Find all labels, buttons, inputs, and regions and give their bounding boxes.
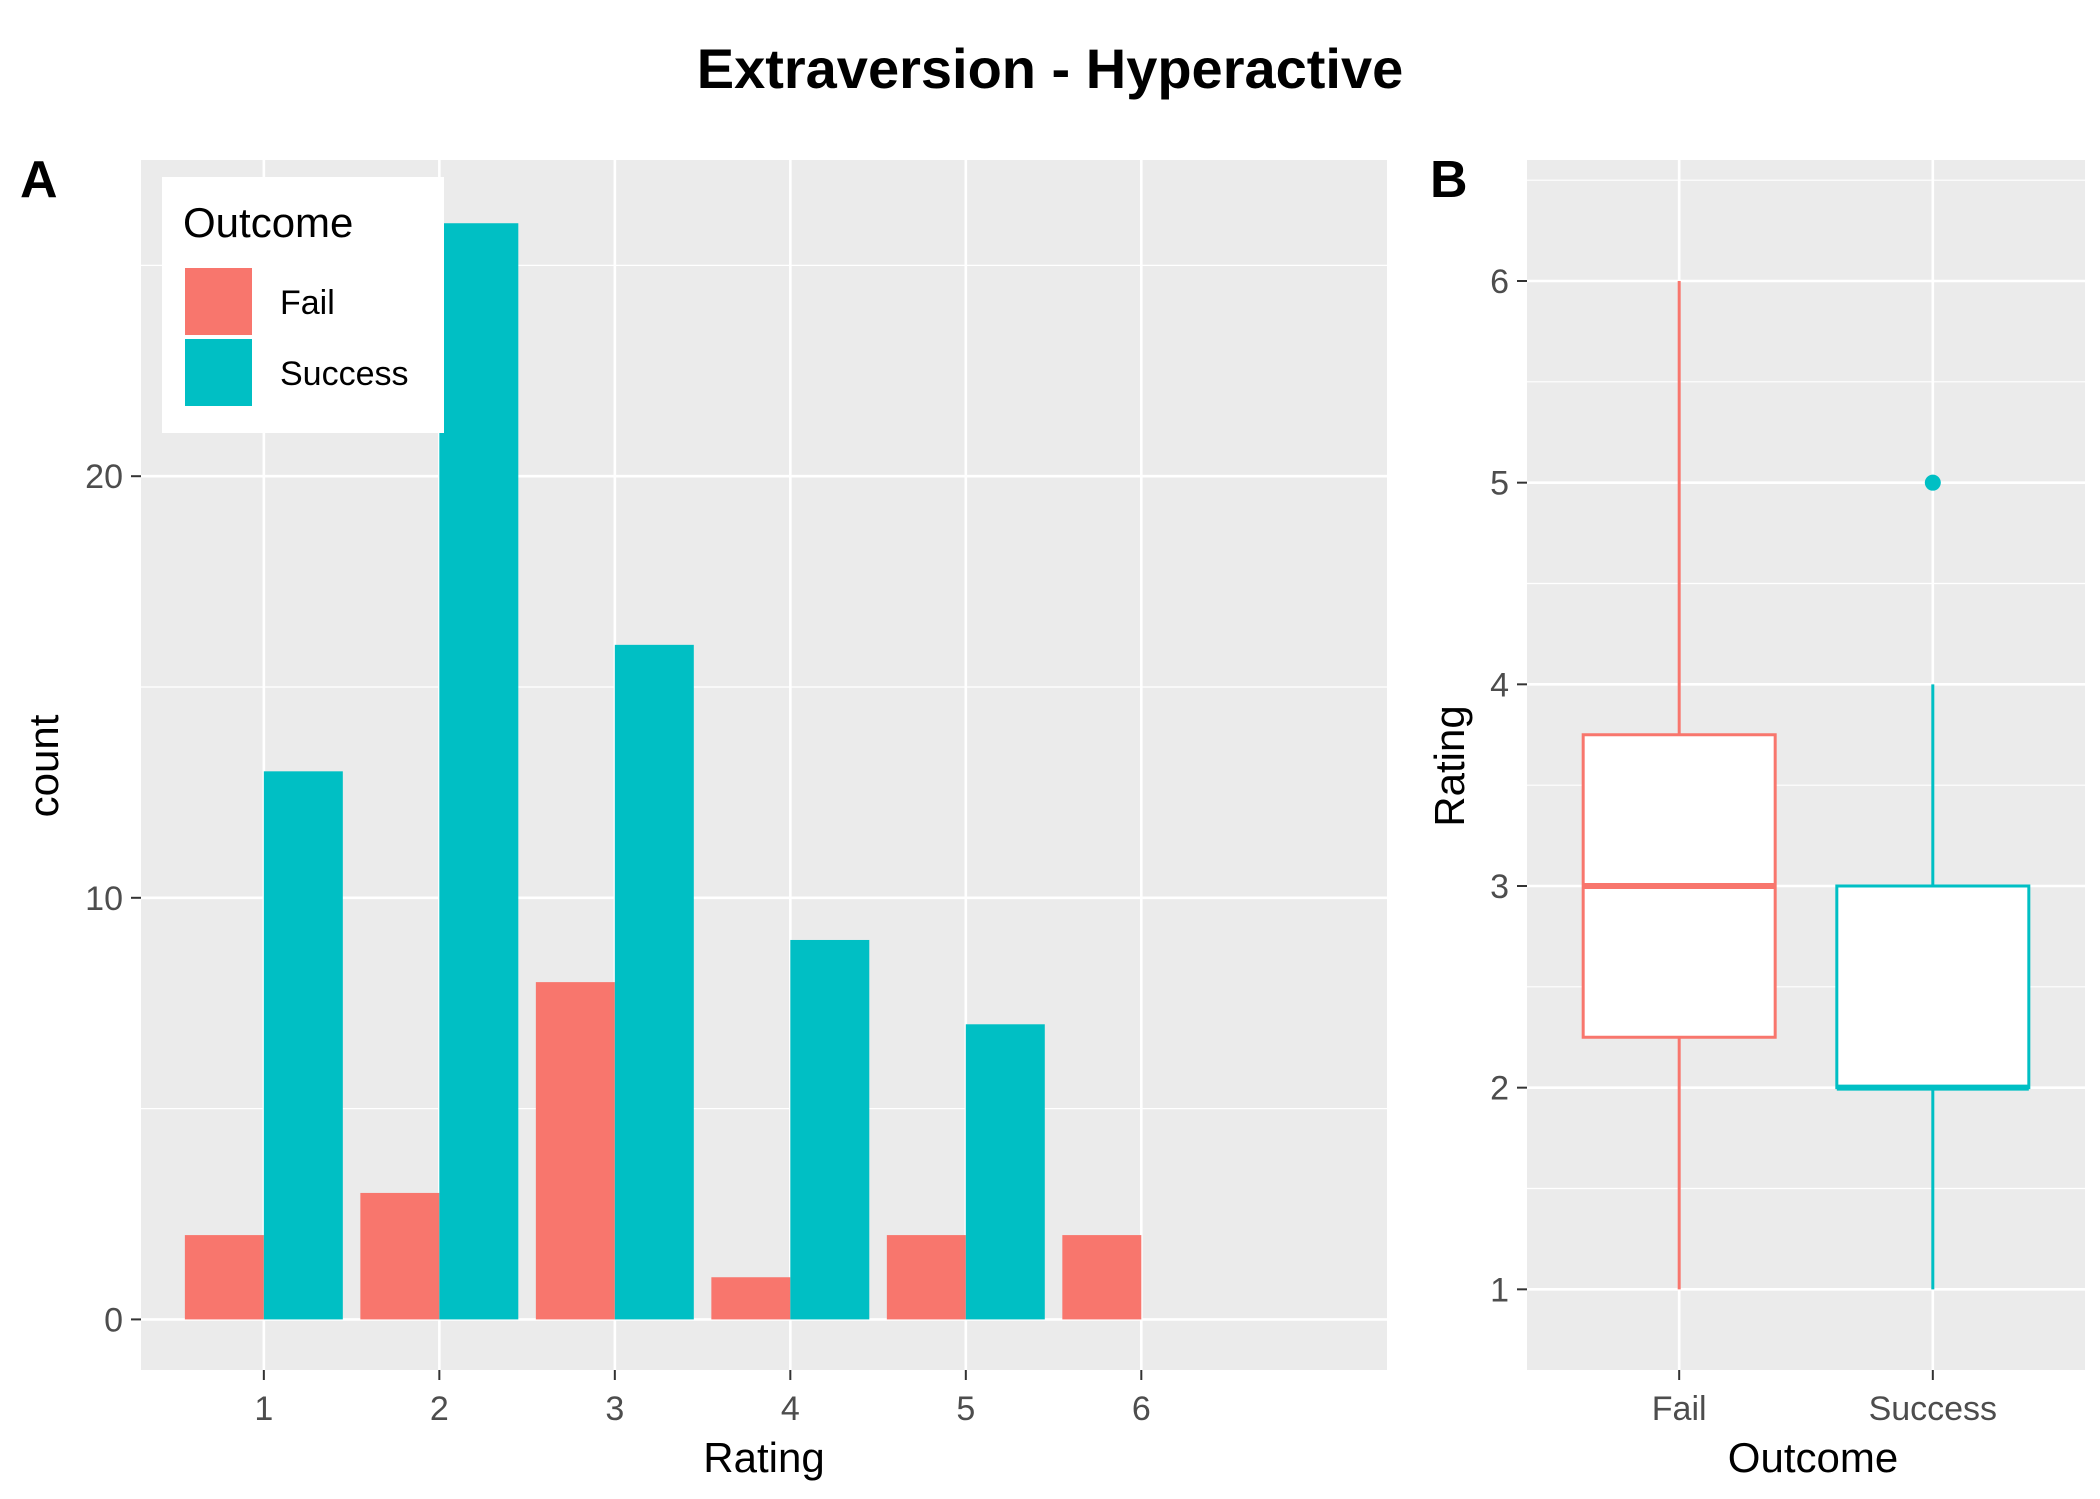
panel-a-y-tick-label: 0 bbox=[104, 1301, 123, 1339]
legend-label-fail: Fail bbox=[280, 284, 335, 322]
panel-a-y-axis-title: count bbox=[20, 714, 67, 817]
bar-fail-rating-3 bbox=[535, 982, 615, 1320]
panel-b-y-tick-label: 4 bbox=[1490, 666, 1509, 704]
bar-success-rating-3 bbox=[614, 644, 694, 1320]
panel-b-y-tick-label: 6 bbox=[1490, 263, 1509, 301]
panel-a-y-tick-label: 20 bbox=[85, 458, 123, 496]
panel-a-x-tick-label: 5 bbox=[956, 1390, 975, 1428]
legend-key-fail bbox=[185, 268, 252, 335]
panel-a-x-tick-label: 4 bbox=[781, 1390, 800, 1428]
panel-b-y-tick-label: 2 bbox=[1490, 1070, 1509, 1108]
panel-a-bar-chart: 0 10 20 1 2 3 4 5 6 Outcome Fail Success bbox=[85, 160, 1387, 1428]
bar-fail-rating-5 bbox=[886, 1235, 966, 1320]
panel-a-x-tick-label: 6 bbox=[1132, 1390, 1151, 1428]
bar-success-rating-1 bbox=[263, 771, 343, 1320]
panel-a-y-tick-label: 10 bbox=[85, 880, 123, 918]
legend-title: Outcome bbox=[183, 199, 353, 246]
legend: Outcome Fail Success bbox=[162, 177, 444, 433]
panel-b-tag: B bbox=[1430, 151, 1468, 209]
panel-b-y-tick-label: 3 bbox=[1490, 868, 1509, 906]
bar-fail-rating-1 bbox=[184, 1235, 264, 1320]
box-success-outlier bbox=[1924, 474, 1941, 491]
panel-b-x-tick-label: Fail bbox=[1652, 1390, 1707, 1428]
legend-key-success bbox=[185, 339, 252, 406]
box-fail bbox=[1581, 281, 1777, 1290]
bar-success-rating-2 bbox=[439, 223, 519, 1320]
box-success-iqr bbox=[1835, 884, 2031, 1090]
panel-b-x-tick-label: Success bbox=[1869, 1390, 1998, 1428]
bar-fail-rating-2 bbox=[360, 1192, 440, 1320]
panel-a-x-tick-label: 3 bbox=[605, 1390, 624, 1428]
bar-success-rating-4 bbox=[790, 939, 870, 1320]
chart-title: Extraversion - Hyperactive bbox=[697, 37, 1404, 100]
legend-label-success: Success bbox=[280, 355, 409, 393]
box-success bbox=[1835, 474, 2031, 1290]
panel-b-box-plot: 1 2 3 4 5 6 Fail Success bbox=[1490, 160, 2085, 1428]
panel-a-x-tick-label: 1 bbox=[254, 1390, 273, 1428]
panel-a-tag: A bbox=[20, 151, 58, 209]
panel-a-x-axis-title: Rating bbox=[703, 1434, 824, 1481]
panel-a-x-tick-label: 2 bbox=[430, 1390, 449, 1428]
bar-fail-rating-4 bbox=[711, 1277, 791, 1320]
bar-success-rating-5 bbox=[965, 1024, 1045, 1320]
bar-fail-rating-6 bbox=[1062, 1235, 1142, 1320]
panel-b-x-axis-title: Outcome bbox=[1728, 1434, 1898, 1481]
panel-b-y-tick-label: 5 bbox=[1490, 465, 1509, 503]
panel-b-y-tick-label: 1 bbox=[1490, 1271, 1509, 1309]
panel-b-y-axis-title: Rating bbox=[1426, 705, 1473, 826]
